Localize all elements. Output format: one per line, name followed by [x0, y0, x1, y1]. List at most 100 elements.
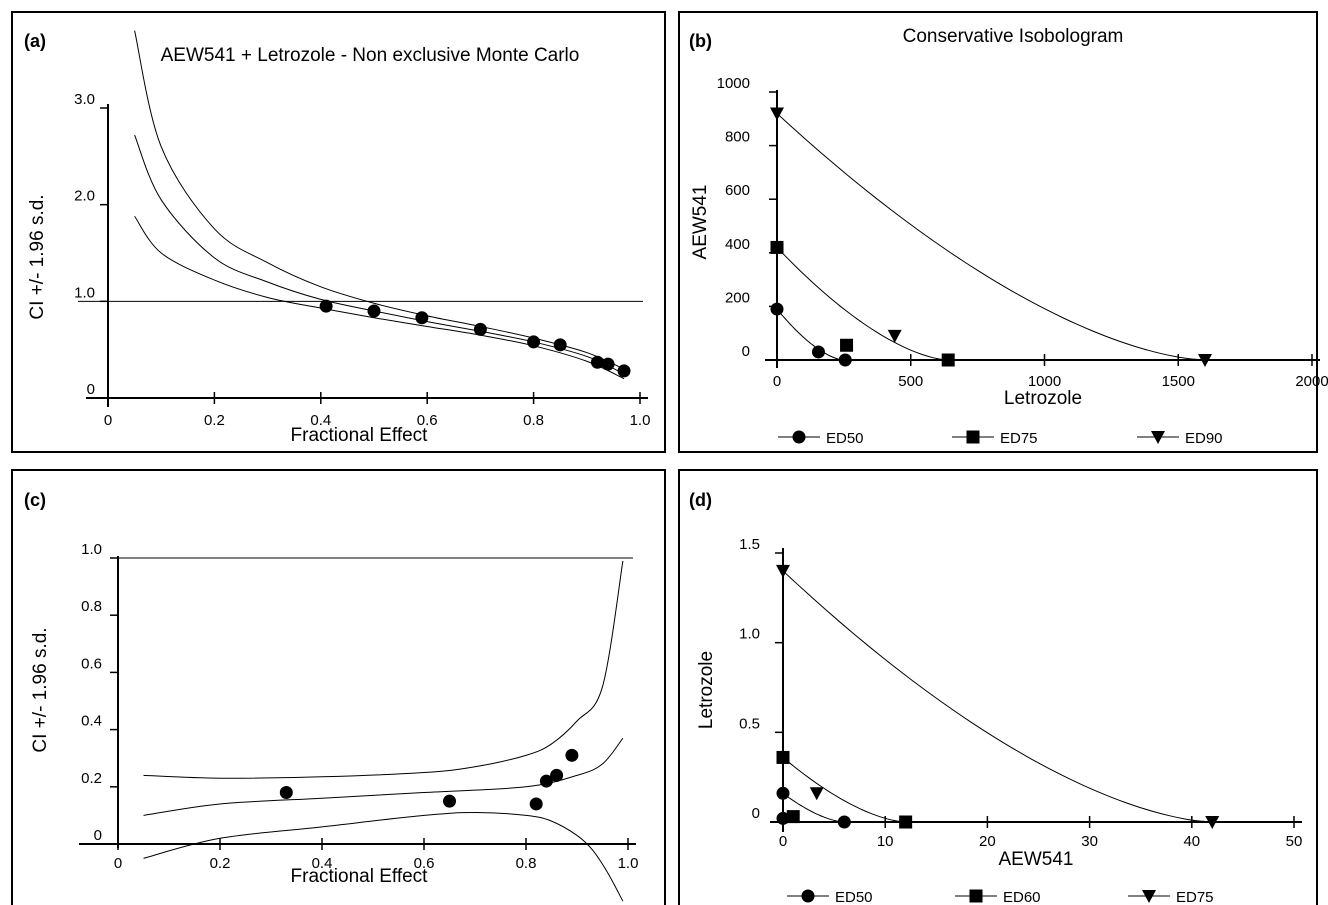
panel-c-x-tick-label: 0: [114, 855, 122, 872]
panel-b-y-tick-label: 800: [725, 129, 750, 146]
panel-a-x-title: Fractional Effect: [291, 425, 429, 446]
panel-b-x-tick-label: 2000: [1295, 373, 1328, 390]
panel-d: (d) AEW541 Letrozole 0 10 20 30 40 50 0 0.5 1.0 1…: [678, 469, 1318, 905]
panel-b-ed50-marker: [838, 353, 852, 367]
panel-a-data-point: [473, 322, 487, 336]
panel-b-legend-label: ED90: [1185, 430, 1223, 447]
panel-c-data-point: [279, 786, 293, 800]
panel-a-x-tick-label: 0.6: [417, 412, 438, 429]
panel-d-x-tick-label: 40: [1183, 833, 1200, 850]
panel-b-x-tick-label: 0: [773, 373, 781, 390]
panel-d-legend-marker: [801, 889, 815, 903]
panel-d-x-title: AEW541: [999, 849, 1074, 870]
panel-b-ed50-marker: [811, 345, 825, 359]
panel-d-x-tick-label: 20: [979, 833, 996, 850]
panel-b-legend-marker: [792, 430, 806, 444]
panel-b-label: (b): [689, 31, 712, 51]
panel-b-y-tick-label: 0: [742, 343, 750, 360]
panel-d-ed50-isobole: [782, 792, 845, 823]
panel-c-label: (c): [24, 490, 46, 510]
panel-a-data-point: [590, 355, 604, 369]
panel-a-x-tick-label: 0.2: [204, 412, 225, 429]
panel-c-center-curve: [143, 737, 624, 816]
panel-b-legend-marker: [1151, 431, 1165, 444]
panel-b-ed75-isobole: [776, 247, 949, 361]
panel-b-x-tick-label: 1000: [1028, 373, 1061, 390]
panel-c-x-tick-label: 0.4: [312, 855, 333, 872]
panel-d-ed60-marker: [776, 750, 790, 764]
panel-c-data-point: [550, 768, 564, 782]
panel-d-x-tick-label: 10: [877, 833, 894, 850]
panel-b: (b) Conservative Isobologram Letrozole A…: [678, 11, 1328, 453]
panel-d-legend-label: ED60: [1003, 889, 1041, 905]
panel-d-ed75-marker: [776, 564, 790, 578]
panel-d-legend-marker: [969, 889, 983, 903]
panel-b-ed90-isobole: [776, 113, 1206, 361]
panel-d-x-tick-label: 30: [1081, 833, 1098, 850]
panel-b-x-title: Letrozole: [1004, 388, 1082, 409]
panel-a-upper-curve: [134, 30, 625, 370]
panel-d-y-tick-label: 0.5: [739, 715, 760, 732]
panel-c-y-tick-label: 0.2: [81, 770, 102, 787]
panel-d-ed50-marker: [776, 811, 790, 825]
panel-b-x-tick-label: 1500: [1162, 373, 1195, 390]
panel-b-border: [678, 11, 1318, 453]
panel-d-label: (d): [689, 490, 712, 510]
panel-c-y-tick-label: 0.8: [81, 598, 102, 615]
panel-c-y-tick-label: 0.4: [81, 713, 102, 730]
panel-c-y-title: CI +/- 1.96 s.d.: [30, 627, 51, 752]
panel-d-x-tick-label: 50: [1286, 833, 1303, 850]
panel-b-ed50-isobole: [776, 308, 844, 361]
panel-b-y-title: AEW541: [690, 185, 711, 260]
panel-a-data-point: [319, 299, 333, 313]
panel-d-legend-label: ED50: [835, 889, 873, 905]
panel-a-y-tick-label: 3.0: [74, 91, 95, 108]
panel-d-ed75-marker: [1205, 816, 1220, 829]
panel-b-legend-marker: [966, 430, 980, 444]
panel-c-x-tick-label: 0.8: [516, 855, 537, 872]
panel-a-center-curve: [134, 134, 625, 375]
panel-d-ed60-marker: [786, 810, 800, 824]
panel-a-data-point: [617, 364, 631, 378]
panel-d-y-tick-label: 1.5: [739, 536, 760, 553]
panel-c-x-title: Fractional Effect: [291, 866, 429, 887]
panel-b-legend-label: ED75: [1000, 430, 1038, 447]
panel-a-lower-curve: [134, 215, 625, 380]
panel-b-y-tick-label: 600: [725, 182, 750, 199]
panel-c-y-tick-label: 1.0: [81, 541, 102, 558]
panel-d-x-tick-label: 0: [779, 833, 787, 850]
panel-c: (c) Fractional Effect CI +/- 1.96 s.d. 0…: [11, 469, 666, 905]
panel-d-y-tick-label: 1.0: [739, 626, 760, 643]
panel-c-data-point: [565, 748, 579, 762]
panel-c-y-tick-label: 0: [94, 827, 102, 844]
panel-d-ed60-isobole: [782, 757, 906, 823]
panel-b-title: Conservative Isobologram: [903, 26, 1124, 47]
panel-a: (a) AEW541 + Letrozole - Non exclusive M…: [11, 11, 666, 453]
panel-a-x-tick-label: 0: [104, 412, 112, 429]
panel-d-ed50-marker: [776, 786, 790, 800]
panel-d-ed75-marker: [809, 787, 824, 801]
panel-a-y-tick-label: 2.0: [74, 188, 95, 205]
panel-a-data-point: [527, 335, 541, 349]
panel-c-data-point: [539, 774, 553, 788]
panel-b-y-tick-label: 1000: [717, 75, 750, 92]
panel-c-x-tick-label: 1.0: [618, 855, 639, 872]
panel-d-ed50-marker: [837, 815, 851, 829]
panel-b-ed75-marker: [770, 240, 784, 254]
panel-c-x-tick-label: 0.6: [414, 855, 435, 872]
panel-a-title: AEW541 + Letrozole - Non exclusive Monte…: [161, 45, 580, 66]
panel-a-border: [11, 11, 666, 453]
panel-d-ed60-marker: [899, 815, 913, 829]
panel-d-y-title: Letrozole: [696, 651, 717, 729]
panel-b-ed75-marker: [941, 353, 955, 367]
panel-c-data-point: [529, 797, 543, 811]
panel-b-y-tick-label: 400: [725, 236, 750, 253]
panel-a-y-title: CI +/- 1.96 s.d.: [27, 194, 48, 319]
panel-b-y-tick-label: 200: [725, 289, 750, 306]
panel-a-x-tick-label: 1.0: [630, 412, 651, 429]
panel-a-y-tick-label: 1.0: [74, 284, 95, 301]
panel-c-y-tick-label: 0.6: [81, 655, 102, 672]
panel-b-ed50-marker: [770, 302, 784, 316]
panel-a-x-tick-label: 0.8: [523, 412, 544, 429]
panel-b-ed75-marker: [840, 338, 854, 352]
